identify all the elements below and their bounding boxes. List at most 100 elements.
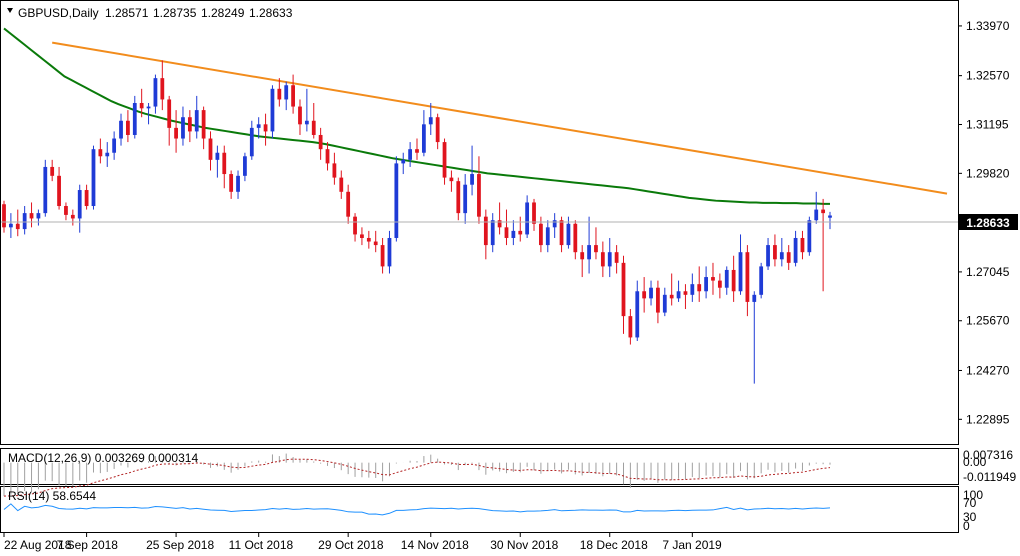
candle-body xyxy=(731,269,736,292)
candle xyxy=(539,216,543,253)
candle xyxy=(366,230,371,249)
price-tick-label: 1.32570 xyxy=(966,69,1010,83)
candle xyxy=(724,266,729,295)
collapse-triangle-icon xyxy=(7,8,13,13)
time-tick-label: 7 Sep 2018 xyxy=(57,538,119,552)
candle-body xyxy=(456,181,461,214)
candle-body xyxy=(215,152,220,160)
candle-body xyxy=(263,124,268,132)
candle xyxy=(477,156,481,224)
candle xyxy=(642,277,647,313)
price-tick-label: 1.25670 xyxy=(966,314,1010,328)
candle xyxy=(497,202,502,235)
candle-body xyxy=(662,294,667,313)
price-tick-label: 1.22895 xyxy=(966,412,1010,426)
rsi-tick-0: 0 xyxy=(963,519,970,533)
current-price-box xyxy=(959,214,1018,230)
candle xyxy=(828,211,832,230)
candle xyxy=(2,200,6,233)
candle xyxy=(545,220,550,253)
candle xyxy=(408,142,413,167)
time-tick-label: 11 Oct 2018 xyxy=(229,538,294,552)
candle xyxy=(821,198,826,292)
candle-body xyxy=(346,191,351,217)
candle xyxy=(29,202,34,228)
candle xyxy=(690,273,695,302)
candle-body xyxy=(401,159,406,164)
candle-body xyxy=(366,237,371,242)
candle-body xyxy=(236,175,240,192)
candle-body xyxy=(394,163,399,238)
candle-body xyxy=(298,106,302,125)
candle xyxy=(353,213,357,242)
candle xyxy=(600,241,605,278)
candle xyxy=(105,142,110,167)
candle-body xyxy=(50,166,55,176)
candle-body xyxy=(2,204,6,228)
candle xyxy=(594,227,598,260)
candle xyxy=(573,220,578,260)
candle xyxy=(628,309,633,345)
candle xyxy=(415,138,419,160)
candle xyxy=(387,230,392,274)
candle xyxy=(194,95,199,139)
candle-body xyxy=(22,213,27,230)
candle-body xyxy=(153,78,158,107)
candle xyxy=(621,255,626,334)
candle xyxy=(711,262,715,295)
candle xyxy=(793,230,798,267)
price-tick-label: 1.31195 xyxy=(966,117,1009,131)
candle xyxy=(187,110,192,143)
candle xyxy=(800,230,805,260)
candle-body xyxy=(373,241,378,246)
candle-body xyxy=(470,174,474,185)
candle-body xyxy=(704,277,708,292)
rsi-tick-70: 70 xyxy=(963,496,977,510)
candle xyxy=(201,106,206,150)
candle-body xyxy=(559,220,564,246)
candle-body xyxy=(360,234,364,238)
candle-body xyxy=(766,245,770,267)
candle-body xyxy=(325,149,330,164)
candle xyxy=(649,280,653,306)
candle-body xyxy=(353,216,357,235)
candle-body xyxy=(552,220,557,228)
header-close: 1.28633 xyxy=(249,6,293,20)
candle-body xyxy=(724,269,729,288)
candle-body xyxy=(628,316,633,338)
candle-body xyxy=(525,202,530,235)
candle xyxy=(346,184,351,224)
candle xyxy=(249,120,254,160)
candle xyxy=(291,74,295,114)
candle xyxy=(119,113,123,146)
candle-body xyxy=(594,245,598,253)
candle-body xyxy=(249,127,254,157)
candle-body xyxy=(587,245,591,260)
time-tick-label: 7 Jan 2019 xyxy=(662,538,722,552)
candle xyxy=(731,255,736,302)
time-tick-label: 25 Sep 2018 xyxy=(146,538,214,552)
candle xyxy=(504,209,509,246)
candle-body xyxy=(174,127,178,139)
macd-panel-frame xyxy=(0,448,959,485)
rsi-tick-30: 30 xyxy=(963,510,977,524)
candle-body xyxy=(449,177,454,182)
candle xyxy=(580,245,585,278)
candle-body xyxy=(105,152,110,157)
candle xyxy=(132,95,137,139)
candle-body xyxy=(229,174,234,192)
candle xyxy=(112,131,117,160)
candle xyxy=(614,245,619,274)
candle xyxy=(270,85,275,139)
candle-body xyxy=(793,237,798,263)
candle-body xyxy=(408,149,413,160)
candle xyxy=(36,209,41,226)
candle xyxy=(8,213,13,238)
candle-body xyxy=(779,252,784,260)
candle-body xyxy=(711,277,715,281)
candle-body xyxy=(208,138,213,160)
price-tick-label: 1.27045 xyxy=(966,265,1010,279)
candle-body xyxy=(635,291,640,338)
candle-body xyxy=(773,245,777,260)
